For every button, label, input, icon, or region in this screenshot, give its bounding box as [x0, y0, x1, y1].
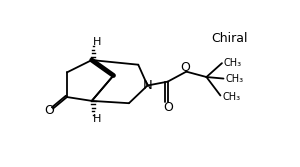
Text: O: O [44, 104, 54, 117]
Text: O: O [164, 101, 173, 114]
Text: CH₃: CH₃ [224, 58, 242, 68]
Text: CH₃: CH₃ [222, 92, 240, 102]
Text: O: O [181, 61, 190, 74]
Text: CH₃: CH₃ [225, 73, 243, 84]
Text: N: N [143, 79, 152, 92]
Text: Chiral: Chiral [212, 32, 248, 45]
Text: H: H [93, 37, 101, 47]
Text: H: H [93, 114, 101, 124]
